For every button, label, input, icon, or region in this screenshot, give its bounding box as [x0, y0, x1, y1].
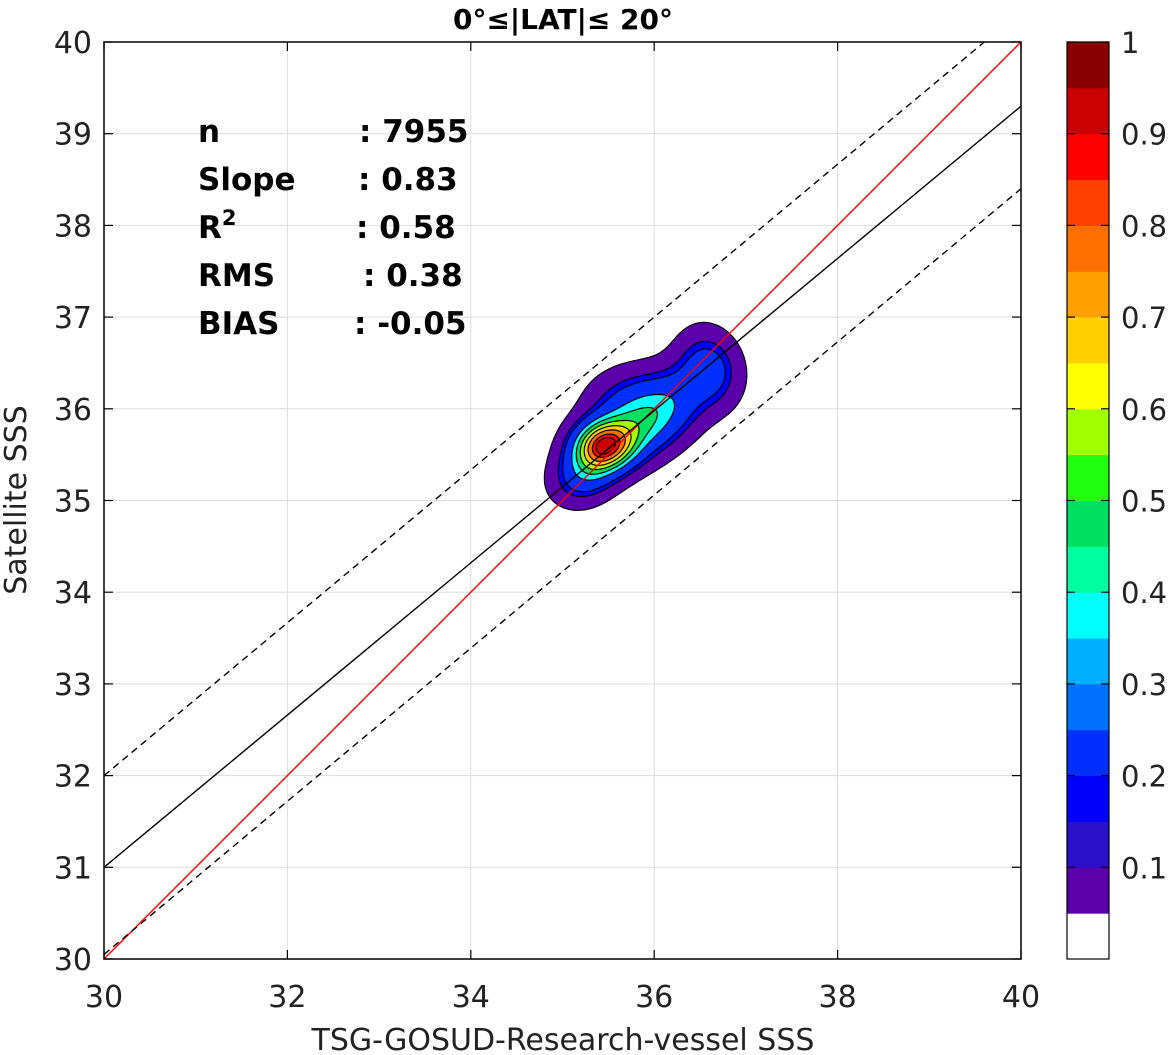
y-tick-label: 34 — [54, 576, 92, 611]
colorbar-swatch — [1067, 775, 1109, 822]
y-axis-label: Satellite SSS — [0, 405, 34, 595]
density-contours — [543, 321, 748, 511]
x-tick-label: 38 — [819, 980, 857, 1015]
stat-value: : 0.83 — [358, 162, 458, 198]
reference-line — [103, 41, 985, 777]
stat-value: : 0.58 — [356, 210, 456, 246]
chart-title: 0°≤|LAT|≤ 20° — [453, 3, 673, 36]
y-tick-label: 38 — [54, 209, 92, 244]
colorbar-tick-label: 0.1 — [1121, 851, 1167, 885]
reference-line — [103, 41, 1022, 960]
colorbar-tick-label: 0.9 — [1121, 118, 1167, 152]
stat-label: R2 — [198, 206, 237, 246]
colorbar-swatch — [1067, 42, 1109, 89]
y-tick-label: 36 — [54, 393, 92, 428]
colorbar-swatch — [1067, 408, 1109, 456]
colorbar-tick-label: 0.4 — [1121, 576, 1167, 610]
colorbar-swatch — [1067, 867, 1109, 914]
y-tick-label: 37 — [54, 301, 92, 336]
contour-line — [557, 340, 732, 498]
x-tick-label: 36 — [635, 980, 673, 1015]
contour-line — [579, 419, 640, 471]
x-tick-label: 32 — [268, 980, 306, 1015]
colorbar-tick-label: 0.2 — [1121, 760, 1167, 794]
colorbar-swatch — [1067, 683, 1109, 731]
colorbar-tick-label: 0.8 — [1121, 209, 1167, 243]
y-tick-label: 40 — [54, 26, 92, 61]
colorbar-swatch — [1067, 225, 1109, 272]
contour-line — [595, 436, 617, 455]
colorbar-swatch — [1067, 133, 1109, 181]
stat-value: : 0.38 — [363, 258, 463, 294]
x-tick-label: 34 — [452, 980, 490, 1015]
contour-line — [562, 348, 726, 493]
colorbar-tick-label: 1 — [1121, 26, 1139, 60]
stat-label: BIAS — [198, 306, 279, 342]
colorbar-swatch — [1067, 913, 1109, 960]
colorbar-tick-label: 0.3 — [1121, 668, 1167, 702]
stat-label: n — [198, 114, 220, 150]
stat-label: RMS — [198, 258, 275, 294]
colorbar-swatch — [1067, 821, 1109, 868]
y-tick-label: 32 — [54, 760, 92, 795]
reference-lines — [103, 41, 1022, 960]
colorbar-swatch — [1067, 317, 1109, 364]
colorbar-swatch — [1067, 454, 1109, 501]
contour-line — [543, 321, 748, 511]
colorbar-swatch — [1067, 638, 1109, 685]
stat-superscript: 2 — [222, 206, 237, 230]
x-tick-label: 30 — [85, 980, 123, 1015]
colorbar-swatch — [1067, 729, 1109, 777]
y-tick-label: 33 — [54, 668, 92, 703]
axis-ticks: 30 32 34 36 38 40 30 31 32 33 34 35 36 37 38 39 40 — [54, 26, 1040, 1015]
stat-value: : -0.05 — [354, 306, 467, 342]
y-tick-label: 30 — [54, 943, 92, 978]
colorbar-swatch — [1067, 271, 1109, 318]
y-tick-label: 31 — [54, 851, 92, 886]
reference-line — [103, 188, 1022, 955]
colorbar-swatch — [1067, 592, 1109, 639]
colorbar-tick-label: 0.6 — [1121, 393, 1167, 427]
colorbar-tick-label: 0.5 — [1121, 485, 1167, 519]
colorbar-swatch — [1067, 87, 1109, 135]
y-tick-label: 35 — [54, 485, 92, 520]
colorbar-swatch — [1067, 546, 1109, 593]
stat-value: : 7955 — [359, 114, 468, 150]
colorbar-swatch — [1067, 362, 1109, 410]
y-tick-label: 39 — [54, 118, 92, 153]
x-tick-label: 40 — [1002, 980, 1040, 1015]
contour-line — [571, 393, 676, 481]
stat-label: Slope — [198, 162, 295, 198]
colorbar-swatch — [1067, 500, 1109, 547]
colorbar-swatch — [1067, 179, 1109, 226]
colorbar-tick-label: 0.7 — [1121, 301, 1167, 335]
reference-line — [103, 105, 1022, 868]
colorbar: 0.1 0.2 0.3 0.4 0.5 0.6 0.7 0.8 0.9 1 — [1066, 26, 1167, 960]
x-axis-label: TSG-GOSUD-Research-vessel SSS — [311, 1023, 815, 1055]
stats-annotation: n : 7955 Slope : 0.83 R2 : 0.58 RMS : 0.38 BIAS:… — [198, 114, 468, 342]
